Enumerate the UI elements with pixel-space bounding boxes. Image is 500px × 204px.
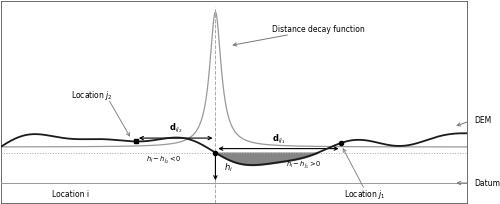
Text: $h_i$: $h_i$ (224, 162, 232, 174)
Text: $h_i - h_{j_2} < 0$: $h_i - h_{j_2} < 0$ (146, 155, 182, 166)
Text: Location i: Location i (52, 190, 90, 199)
Text: $h_i - h_{j_1} > 0$: $h_i - h_{j_1} > 0$ (286, 159, 322, 171)
Text: $\mathbf{d}_{ij_1}$: $\mathbf{d}_{ij_1}$ (272, 133, 285, 146)
Text: Distance decay function: Distance decay function (272, 26, 364, 34)
Text: Location $j_1$: Location $j_1$ (344, 188, 386, 201)
Text: DEM: DEM (474, 115, 492, 124)
Text: Datum: Datum (474, 178, 500, 187)
Text: $\mathbf{d}_{ij_2}$: $\mathbf{d}_{ij_2}$ (169, 122, 182, 135)
Text: Location $j_2$: Location $j_2$ (70, 89, 112, 102)
